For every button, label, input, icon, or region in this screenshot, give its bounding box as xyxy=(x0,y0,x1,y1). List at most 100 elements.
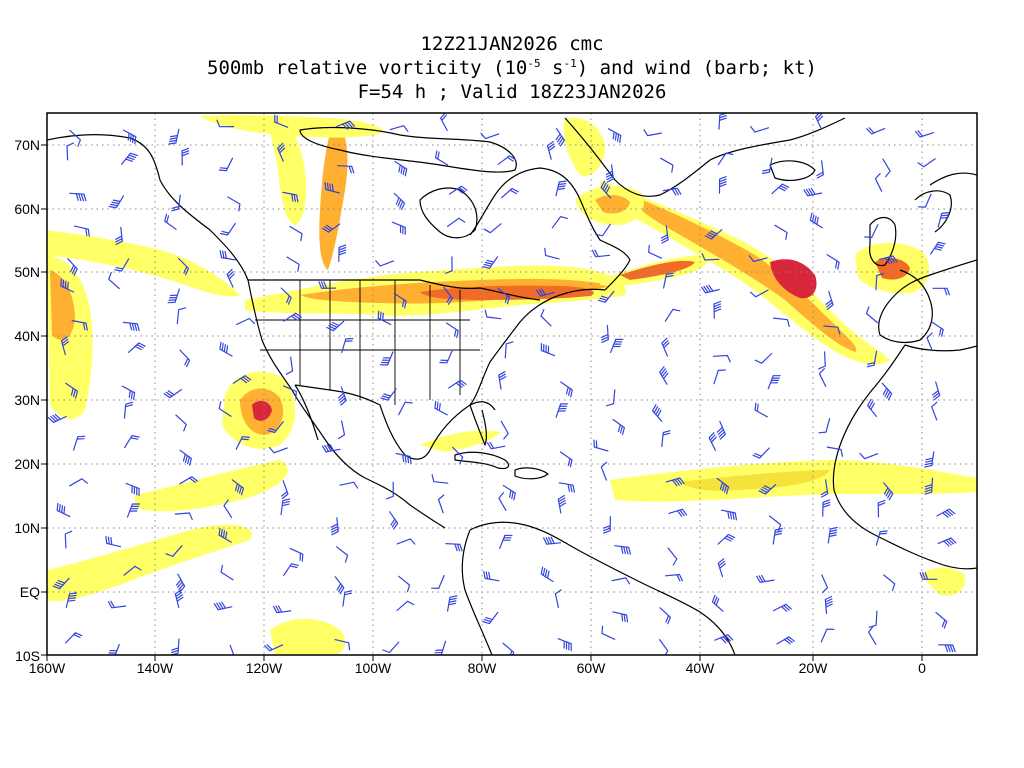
wind-barb-stroke xyxy=(825,290,834,310)
wind-barb-stroke xyxy=(67,258,78,276)
lat-label: 60N xyxy=(14,201,40,217)
wind-barb xyxy=(115,226,123,245)
wind-barb xyxy=(108,195,125,209)
wind-barb xyxy=(231,479,245,496)
wind-barb-stroke xyxy=(483,570,500,582)
wind-barb xyxy=(236,317,255,325)
wind-barb-stroke xyxy=(229,644,235,655)
coast-iceland xyxy=(769,160,816,181)
wind-barb xyxy=(937,537,957,547)
wind-barb-stroke xyxy=(818,418,831,434)
wind-barb xyxy=(282,385,297,400)
wind-barb-stroke xyxy=(713,300,722,319)
wind-barb xyxy=(338,420,346,440)
title-forecast-valid: F=54 h ; Valid 18Z23JAN2026 xyxy=(357,81,667,103)
wind-barb xyxy=(931,401,938,421)
wind-barb-stroke xyxy=(748,255,768,263)
wind-barb-stroke xyxy=(398,575,411,593)
wind-barb-stroke xyxy=(213,601,233,611)
wind-barb xyxy=(559,451,573,468)
wind-barb xyxy=(178,257,190,276)
wind-barb xyxy=(660,157,674,173)
wind-barb-stroke xyxy=(554,589,562,608)
wind-barb xyxy=(610,338,624,353)
vorticity-band-equatorial-pacific xyxy=(47,524,252,602)
wind-barb-stroke xyxy=(717,533,736,545)
wind-barb-stroke xyxy=(480,132,500,140)
wind-barb xyxy=(60,336,70,356)
wind-barb xyxy=(64,530,73,549)
wind-barb-stroke xyxy=(668,508,688,517)
wind-barb xyxy=(232,375,252,384)
wind-barb-stroke xyxy=(924,477,934,495)
wind-barb-stroke xyxy=(336,120,356,130)
wind-barb-stroke xyxy=(930,321,944,337)
wind-barb xyxy=(375,260,395,267)
wind-barb-stroke xyxy=(280,498,291,516)
wind-barb-stroke xyxy=(648,244,662,259)
coast-hudson-bay xyxy=(419,187,478,239)
wind-barb xyxy=(497,155,516,165)
wind-barb-stroke xyxy=(502,484,516,501)
wind-barb-stroke xyxy=(497,288,510,305)
lat-label: 50N xyxy=(14,264,40,280)
wind-barb-stroke xyxy=(283,312,302,322)
wind-barb-stroke xyxy=(448,379,467,389)
wind-barb xyxy=(809,212,823,229)
wind-barb xyxy=(820,479,829,498)
wind-barb xyxy=(394,160,408,177)
wind-barb xyxy=(540,566,554,583)
wind-barb xyxy=(281,480,289,500)
wind-barb xyxy=(289,547,304,562)
wind-barb-stroke xyxy=(71,320,88,331)
wind-barb xyxy=(121,152,138,165)
wind-barb-stroke xyxy=(774,224,788,240)
wind-barb-stroke xyxy=(591,249,611,258)
wind-barb xyxy=(165,545,183,557)
wind-barb-stroke xyxy=(105,535,122,548)
wind-barb xyxy=(286,256,300,272)
wind-barb-stroke xyxy=(652,404,663,422)
wind-barb-stroke xyxy=(60,278,75,293)
wind-barb xyxy=(175,414,187,432)
wind-barb-stroke xyxy=(447,217,466,227)
wind-barb-stroke xyxy=(600,461,608,481)
wind-barb xyxy=(326,320,345,332)
wind-barb xyxy=(73,435,86,451)
wind-barb xyxy=(167,288,180,304)
wind-barb-stroke xyxy=(601,325,609,343)
wind-barb-stroke xyxy=(768,515,782,532)
wind-barb-stroke xyxy=(179,449,192,466)
wind-barb-stroke xyxy=(555,128,565,147)
wind-barb-stroke xyxy=(716,420,726,440)
wind-barb-stroke xyxy=(820,628,835,643)
wind-barb-stroke xyxy=(875,530,888,546)
wind-barb-stroke xyxy=(449,185,468,195)
wind-barb-stroke xyxy=(614,545,631,555)
wind-barb-stroke xyxy=(321,443,341,453)
wind-barb xyxy=(175,573,186,593)
wind-barb xyxy=(612,611,629,623)
wind-barb xyxy=(219,250,236,261)
border-us-mexico xyxy=(294,384,381,406)
wind-barb xyxy=(820,628,835,643)
wind-barb xyxy=(268,446,288,454)
wind-barb xyxy=(881,382,893,401)
wind-barb-stroke xyxy=(708,432,717,451)
wind-barb-stroke xyxy=(56,502,71,518)
wind-barb xyxy=(391,221,406,235)
wind-barb-stroke xyxy=(544,247,560,260)
wind-barb xyxy=(277,142,286,162)
wind-barb xyxy=(480,132,500,140)
vorticity-blob-pacific-west-core xyxy=(50,270,75,340)
wind-barb-stroke xyxy=(772,527,783,545)
wind-barb-stroke xyxy=(704,229,723,240)
vorticity-streak-canada-2 xyxy=(319,118,348,270)
wind-barb-stroke xyxy=(127,342,146,353)
wind-barb-stroke xyxy=(767,375,781,390)
wind-barb-stroke xyxy=(932,287,951,296)
wind-barb xyxy=(750,126,769,133)
wind-barb xyxy=(69,192,87,202)
wind-barb-stroke xyxy=(164,213,177,230)
wind-barb-stroke xyxy=(826,446,843,457)
